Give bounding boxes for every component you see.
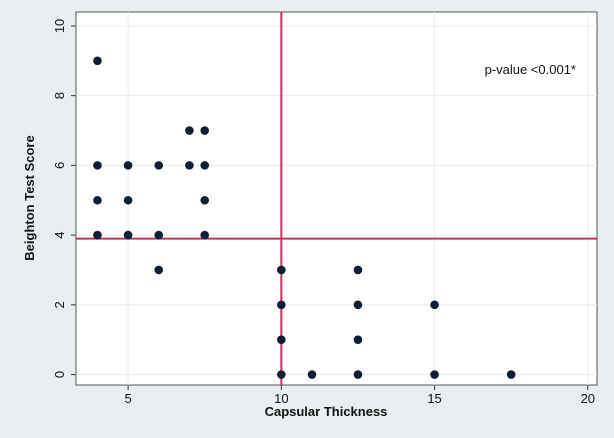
data-point (353, 370, 363, 379)
data-point (93, 195, 102, 205)
data-point (277, 265, 286, 275)
y-tick-label: 6 (52, 162, 67, 169)
x-axis-label: Capsular Thickness (265, 404, 388, 419)
data-points (93, 56, 516, 379)
data-point (154, 265, 164, 275)
y-axis: 0 2 4 6 8 10 (52, 19, 76, 378)
x-axis: 5 10 15 20 (124, 385, 595, 406)
reference-lines (76, 12, 597, 385)
data-point (154, 161, 164, 170)
data-point (93, 161, 102, 170)
data-point (277, 370, 286, 379)
data-point (93, 230, 102, 240)
data-point (200, 126, 210, 135)
data-point (200, 230, 210, 240)
data-point (123, 195, 133, 205)
data-point (353, 300, 363, 310)
data-point (506, 370, 516, 379)
plot-area (75, 11, 598, 386)
data-point (154, 230, 164, 240)
y-tick-label: 0 (52, 371, 67, 378)
data-point (200, 195, 210, 205)
data-point (353, 265, 363, 275)
y-tick-label: 2 (52, 301, 67, 308)
data-point (123, 161, 133, 170)
x-tick-label: 10 (274, 391, 288, 406)
data-point (353, 335, 363, 344)
y-axis-label: Beighton Test Score (22, 135, 37, 260)
y-tick-label: 8 (52, 92, 67, 99)
y-tick-label: 10 (52, 19, 67, 33)
x-tick-label: 5 (124, 391, 131, 406)
data-point (123, 230, 133, 240)
data-point (93, 56, 102, 66)
data-point (200, 161, 210, 170)
x-tick-label: 15 (427, 391, 441, 406)
data-point (430, 300, 439, 310)
x-tick-label: 20 (581, 391, 595, 406)
data-point (277, 335, 286, 344)
data-point (185, 161, 194, 170)
data-point (185, 126, 194, 135)
data-point (307, 370, 317, 379)
y-tick-label: 4 (52, 231, 67, 238)
data-point (430, 370, 439, 379)
data-point (277, 300, 286, 310)
p-value-annotation: p-value <0.001* (485, 62, 576, 77)
